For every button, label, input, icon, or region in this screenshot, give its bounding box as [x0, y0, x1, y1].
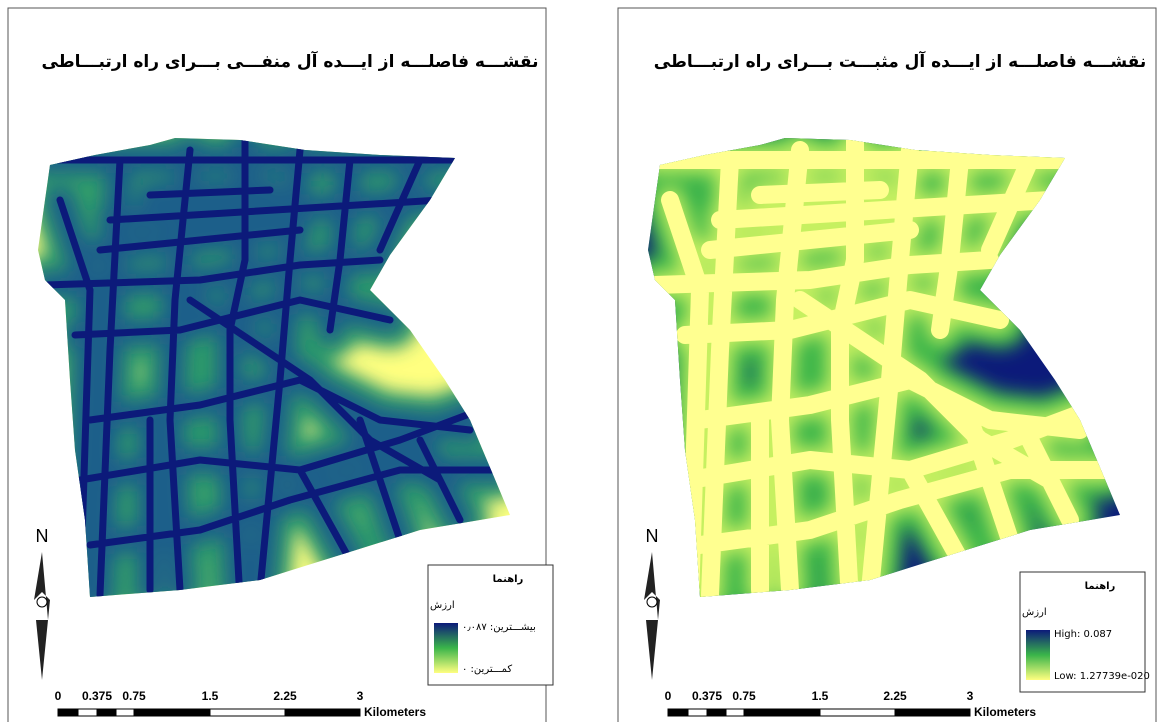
scale-segment — [133, 708, 211, 717]
scale-segment — [96, 708, 117, 717]
north-arrow-center — [36, 596, 48, 608]
scale-segment — [284, 708, 361, 717]
scale-unit: Kilometers — [364, 705, 426, 719]
map-panel: نقشـــه فاصلـــه از ایـــده آل مثبـــت ب… — [617, 7, 1157, 722]
north-arrow-center — [646, 596, 658, 608]
scale-label: 1.5 — [202, 689, 219, 703]
scale-segment — [77, 708, 98, 717]
scale-label: 1.5 — [812, 689, 829, 703]
scale-segment — [706, 708, 727, 717]
north-arrow — [34, 552, 50, 680]
scale-label: 3 — [967, 689, 974, 703]
scale-label: 0.375 — [82, 689, 112, 703]
legend-high: بیشـــترین: ۰٫۰۸۷ — [462, 622, 536, 633]
scale-segment — [115, 708, 135, 717]
legend-low: Low: 1.27739e-020 — [1054, 671, 1150, 682]
legend-ramp — [1026, 630, 1050, 680]
scale-label: 3 — [357, 689, 364, 703]
scale-segment — [209, 708, 286, 717]
legend-high: High: 0.087 — [1054, 629, 1112, 640]
scale-label: 0 — [55, 689, 62, 703]
scale-label: 0.375 — [692, 689, 722, 703]
scale-segment — [894, 708, 971, 717]
scale-label: 0.75 — [122, 689, 146, 703]
legend-ramp — [434, 623, 458, 673]
scale-label: 2.25 — [883, 689, 907, 703]
scale-segment — [57, 708, 79, 717]
north-label: N — [36, 526, 49, 546]
scale-segment — [687, 708, 708, 717]
legend-title: راهنما — [1085, 581, 1116, 592]
north-arrow — [644, 552, 660, 680]
legend-title: راهنما — [493, 574, 524, 585]
north-label: N — [646, 526, 659, 546]
scale-segment — [667, 708, 689, 717]
legend-subtitle: ارزش — [430, 600, 455, 611]
scale-segment — [725, 708, 745, 717]
map-title: نقشـــه فاصلـــه از ایـــده آل مثبـــت ب… — [654, 50, 1147, 72]
scale-label: 0.75 — [732, 689, 756, 703]
map-panel: نقشـــه فاصلـــه از ایـــده آل منفـــی ب… — [7, 7, 554, 722]
scale-segment — [743, 708, 821, 717]
scale-unit: Kilometers — [974, 705, 1036, 719]
map-title: نقشـــه فاصلـــه از ایـــده آل منفـــی ب… — [41, 50, 538, 72]
scale-segment — [819, 708, 896, 717]
scale-label: 2.25 — [273, 689, 297, 703]
legend-subtitle: ارزش — [1022, 607, 1047, 618]
scale-label: 0 — [665, 689, 672, 703]
legend-low: کمـــترین: ۰ — [462, 664, 512, 675]
